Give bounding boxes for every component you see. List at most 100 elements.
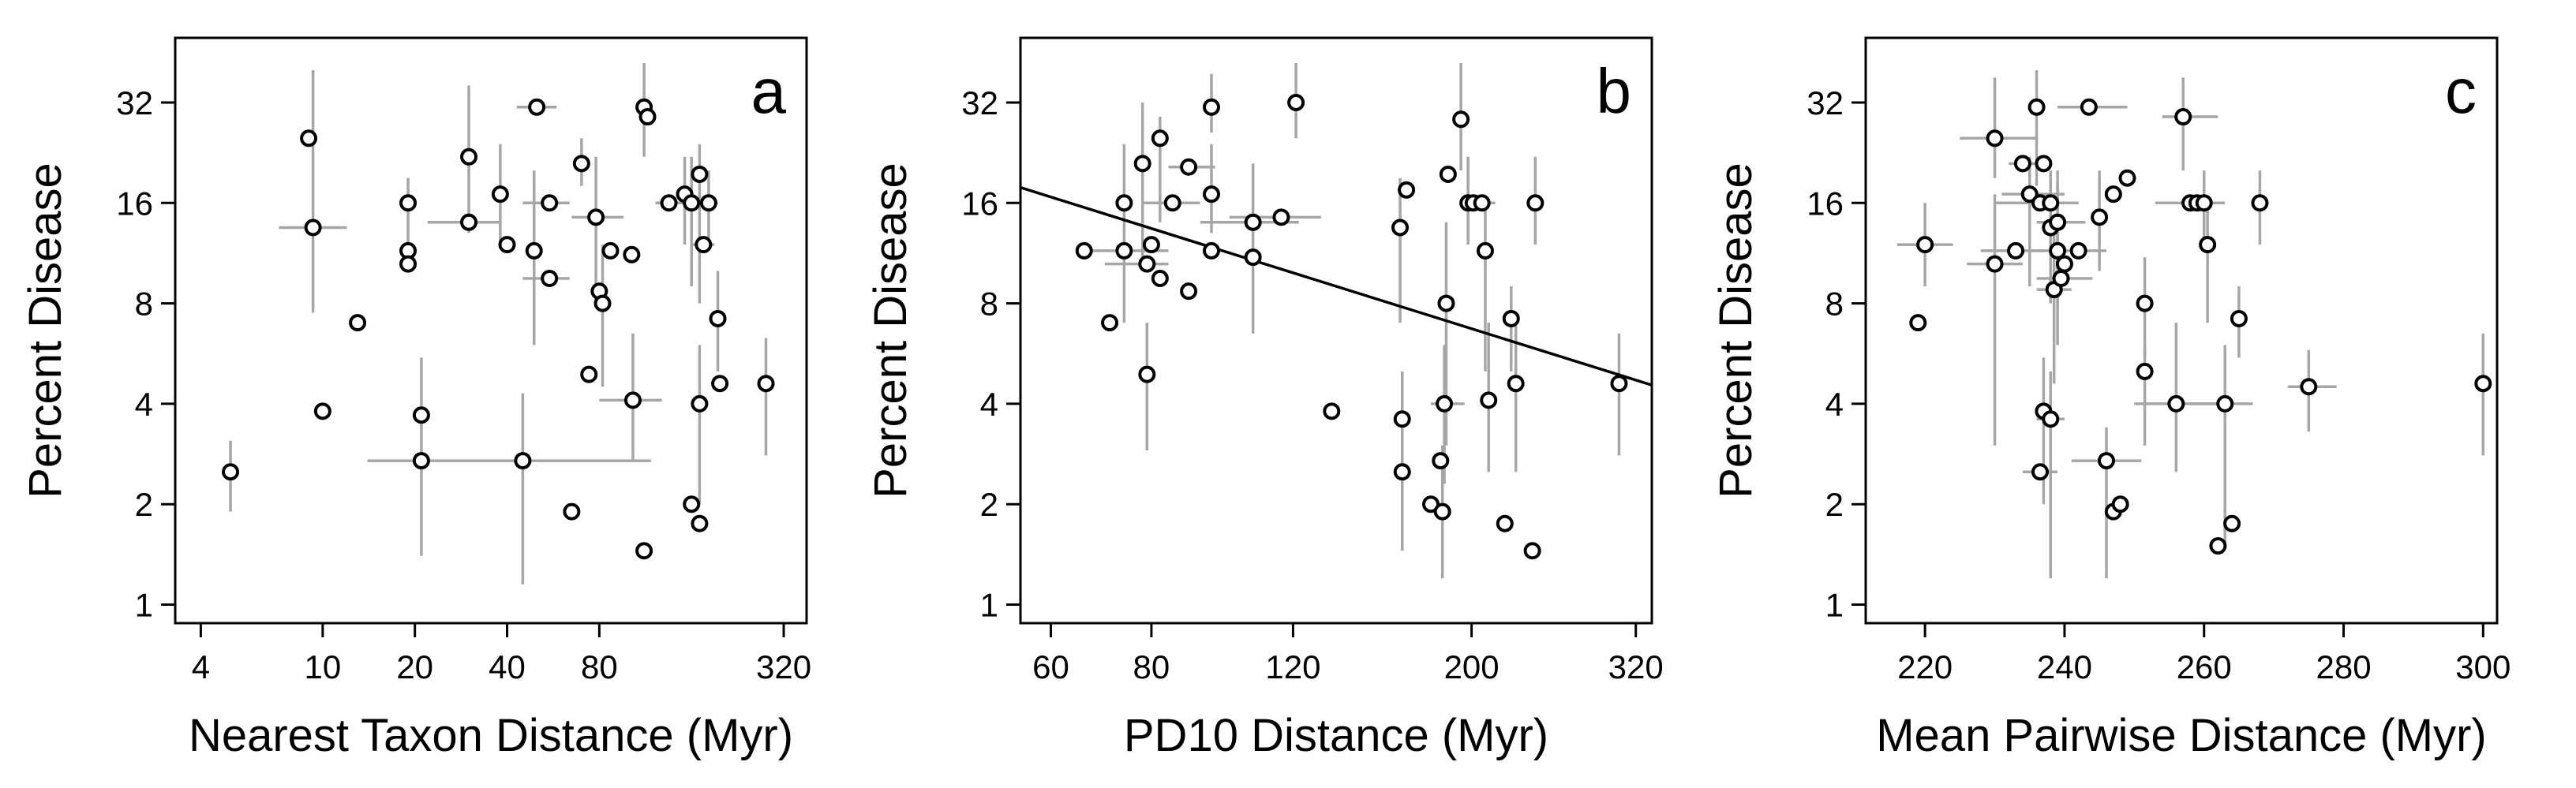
x-tick-label: 80 — [1133, 648, 1170, 685]
panel-a: 1 2 4 8 16 32 4 10 20 40 80 320 Nearest Taxon Distan… — [20, 36, 811, 761]
data-point — [222, 463, 240, 481]
data-layer — [222, 63, 775, 584]
data-point — [491, 185, 509, 204]
data-point — [2216, 394, 2234, 413]
data-point — [525, 241, 543, 260]
y-tick-label: 1 — [1825, 587, 1844, 624]
y-tick-label: 32 — [961, 84, 998, 121]
y-tick-label: 1 — [980, 587, 998, 624]
x-tick-label: 80 — [581, 648, 618, 685]
data-point — [498, 236, 516, 254]
data-point — [660, 194, 678, 212]
data-point — [580, 365, 598, 383]
data-point — [2049, 241, 2067, 260]
data-point — [1502, 309, 1520, 327]
data-point — [2097, 452, 2115, 470]
y-axis-label: Percent Disease — [865, 162, 916, 499]
data-point — [2042, 410, 2060, 428]
regression-line — [1020, 186, 1652, 387]
x-tick-label: 300 — [2455, 648, 2510, 685]
data-point — [1180, 158, 1198, 176]
data-point — [1398, 181, 1416, 199]
x-tick-label: 60 — [1032, 648, 1069, 685]
data-point — [2069, 241, 2087, 260]
data-point — [2052, 270, 2070, 288]
data-point — [2251, 194, 2269, 212]
data-point — [1496, 514, 1514, 532]
data-point — [709, 309, 727, 327]
data-point — [623, 245, 641, 263]
y-tick-label: 4 — [135, 386, 153, 423]
data-point — [2042, 194, 2060, 212]
y-tick-label: 1 — [135, 587, 153, 624]
data-point — [1433, 502, 1451, 521]
data-point — [1151, 270, 1169, 288]
data-point — [691, 165, 709, 183]
data-point — [2300, 378, 2318, 396]
data-point — [695, 236, 713, 254]
data-point — [563, 502, 581, 521]
x-tick-label: 260 — [2177, 648, 2232, 685]
data-point — [1916, 236, 1934, 254]
y-tick-label: 16 — [116, 185, 153, 222]
y-tick-label: 32 — [116, 84, 153, 121]
data-point — [1115, 194, 1133, 212]
x-tick-label: 10 — [305, 648, 342, 685]
data-point — [683, 194, 701, 212]
y-tick-label: 8 — [135, 286, 153, 323]
data-point — [635, 542, 653, 560]
data-point — [587, 208, 605, 226]
data-point — [1138, 255, 1156, 273]
x-tick-label: 4 — [192, 648, 210, 685]
data-point — [2013, 155, 2031, 173]
data-point — [2031, 463, 2049, 481]
data-point — [1202, 241, 1220, 260]
y-tick-label: 16 — [961, 185, 998, 222]
x-axis-label: PD10 Distance (Myr) — [1124, 710, 1548, 761]
data-point — [1437, 294, 1455, 312]
x-tick-label: 320 — [756, 648, 811, 685]
data-point — [1432, 452, 1450, 470]
data-point — [1115, 241, 1133, 260]
data-point — [1244, 248, 1262, 267]
x-tick-label: 280 — [2316, 648, 2371, 685]
data-point — [1151, 129, 1169, 148]
x-axis-label: Nearest Taxon Distance (Myr) — [189, 710, 793, 761]
data-point — [2027, 98, 2046, 116]
y-tick-label: 8 — [1825, 286, 1844, 323]
x-tick-label: 220 — [1897, 648, 1953, 685]
data-point — [691, 394, 709, 413]
data-point — [1272, 208, 1290, 226]
data-point — [1133, 155, 1151, 173]
data-point — [2104, 185, 2122, 204]
plot-frame — [1864, 36, 2499, 625]
data-point — [2195, 194, 2213, 212]
plot-frame — [1019, 36, 1653, 625]
data-point — [304, 218, 322, 237]
data-point — [2007, 241, 2025, 260]
x-tick-label: 120 — [1265, 648, 1320, 685]
data-point — [412, 452, 430, 470]
data-point — [1138, 365, 1156, 383]
data-point — [2167, 394, 2185, 413]
panel-letter: b — [1597, 56, 1632, 126]
data-point — [1393, 463, 1411, 481]
y-tick-label: 8 — [980, 286, 998, 323]
data-point — [2111, 495, 2129, 514]
data-point — [2223, 514, 2241, 532]
y-axis-label: Percent Disease — [20, 162, 71, 499]
data-point — [1909, 314, 1927, 332]
data-point — [699, 194, 717, 212]
data-point — [757, 375, 775, 393]
data-point — [1202, 185, 1220, 204]
data-layer — [1896, 69, 2492, 579]
data-point — [1422, 495, 1440, 514]
data-point — [1244, 213, 1262, 231]
data-point — [2209, 537, 2227, 555]
data-point — [1393, 410, 1411, 428]
data-point — [1507, 375, 1525, 393]
data-point — [541, 194, 559, 212]
y-tick-label: 2 — [1825, 486, 1844, 523]
data-point — [1480, 391, 1498, 409]
